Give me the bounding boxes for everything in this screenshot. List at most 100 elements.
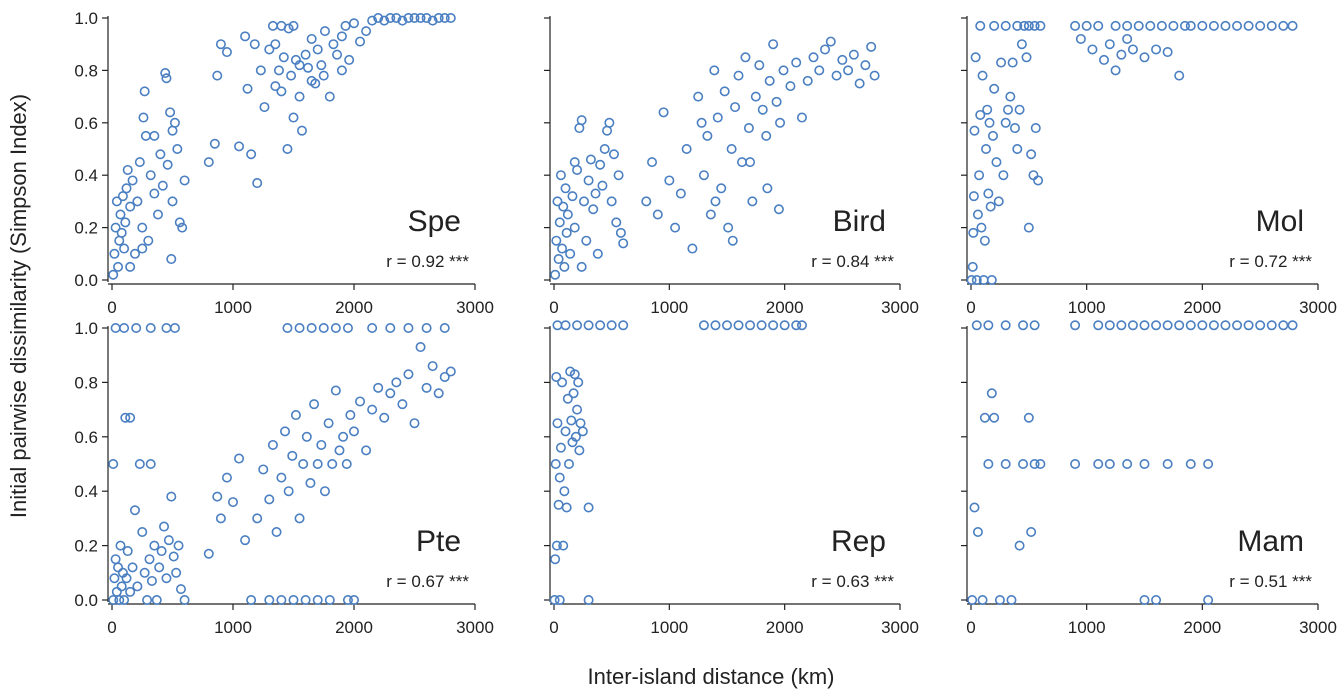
panel-3-point	[1185, 20, 1196, 31]
panel-1-point	[155, 149, 166, 160]
panel-2-point	[557, 243, 568, 254]
panel-1-point	[121, 183, 132, 194]
panel-2-point	[585, 154, 596, 165]
panel-5-point	[572, 320, 583, 331]
panel-5-point	[572, 404, 583, 415]
panel-2-point	[866, 41, 877, 52]
panel-4-point	[234, 453, 245, 464]
panel-6-point	[1208, 320, 1219, 331]
panel-4-point	[258, 464, 269, 475]
panel-4-point	[276, 472, 287, 483]
panel-3-point	[1087, 44, 1098, 55]
panel-3-point	[1009, 123, 1020, 134]
panel-4-point	[119, 322, 130, 333]
panel-4-point	[132, 581, 143, 592]
panel-3-point	[1026, 149, 1037, 160]
panel-3-point	[1005, 91, 1016, 102]
panel-2-point	[581, 235, 592, 246]
panel-3-point	[1220, 20, 1231, 31]
panel-4-point	[179, 594, 190, 605]
panel-2-point	[747, 196, 758, 207]
panel-4-point	[276, 594, 287, 605]
panel-6-point	[994, 594, 1005, 605]
panel-3-point	[1003, 104, 1014, 115]
panel-5-point	[555, 442, 566, 453]
panel-3-point	[1099, 54, 1110, 65]
panel-6-point	[1018, 458, 1029, 469]
panel-1-point	[138, 112, 149, 123]
panel-2-point	[696, 117, 707, 128]
panel-3-point	[983, 188, 994, 199]
panel-1-point	[145, 170, 156, 181]
panel-4-point	[137, 526, 148, 537]
panel-2-point	[698, 170, 709, 181]
panel-2-point	[848, 49, 859, 60]
panel-5-point	[577, 426, 588, 437]
panel-4-point	[175, 584, 186, 595]
panel-2-point	[615, 227, 626, 238]
panel-4-point	[287, 450, 298, 461]
panel-2-point	[733, 70, 744, 81]
panel-2-point	[599, 144, 610, 155]
panel-3-point	[1012, 144, 1023, 155]
panel-6-x-tick-label: 2000	[1183, 618, 1221, 637]
panel-2-point	[552, 196, 563, 207]
panel-6-x-tick-label: 1000	[1068, 618, 1106, 637]
panel-4-point	[169, 322, 180, 333]
panel-2-point	[588, 204, 599, 215]
panel-1-point	[252, 178, 263, 189]
panel-6-stat: r = 0.51 ***	[1229, 572, 1312, 591]
panel-3-point	[1110, 65, 1121, 76]
panel-3-point	[1243, 20, 1254, 31]
panel-1-point	[240, 31, 251, 42]
panel-1-stat: r = 0.92 ***	[386, 252, 469, 271]
panel-2-point	[768, 39, 779, 50]
panel-6-point	[969, 502, 980, 513]
panel-2-point	[562, 209, 573, 220]
panel-4-point	[334, 445, 345, 456]
panel-4-point	[114, 594, 125, 605]
panel-4-point	[110, 322, 121, 333]
panel-grid: 0.0 0.2 0.4 0.6 0.8 1.0 0 1000 2000 3000 Spe r = 0.…	[74, 9, 1337, 637]
panel-3-point	[1145, 20, 1156, 31]
panel-6-point	[983, 458, 994, 469]
panel-1-point	[361, 26, 372, 37]
panel-4-x-tick-label: 3000	[456, 618, 494, 637]
panel-3-point	[1162, 47, 1173, 58]
panel-1-point	[391, 13, 402, 23]
panel-3-point	[996, 57, 1007, 68]
panel-1-y-tick-label: 1.0	[74, 9, 98, 28]
panel-5-point	[595, 320, 606, 331]
panel-4-point	[312, 458, 323, 469]
panel-4-point	[280, 426, 291, 437]
panel-3-point	[986, 274, 997, 285]
panel-2-point	[743, 123, 754, 134]
panel-4-point	[149, 540, 160, 551]
panel-5-point	[570, 431, 581, 442]
panel-4-point	[361, 445, 372, 456]
panel-4-point	[129, 505, 140, 516]
panel-1-point	[421, 13, 432, 23]
panel-2-point	[693, 91, 704, 102]
panel-4-point	[159, 521, 170, 532]
panel-2-x-tick-label: 1000	[650, 298, 688, 317]
panel-6-point	[1151, 320, 1162, 331]
panel-6-point	[1278, 320, 1289, 331]
panel-1-point	[445, 13, 456, 23]
panel-2-point	[808, 52, 819, 63]
panel-1-point	[439, 13, 450, 23]
panel-4-point	[385, 322, 396, 333]
panel-3-point	[1127, 44, 1138, 55]
panel-4-y-tick-label: 1.0	[74, 319, 98, 338]
panel-2-point	[561, 227, 572, 238]
panel-5-point	[710, 320, 721, 331]
panel-3-point	[1070, 20, 1081, 31]
panel-2-point	[761, 130, 772, 141]
panel-1-point	[113, 261, 124, 272]
panel-5-point	[552, 418, 563, 429]
panel-4-point	[131, 322, 142, 333]
panel-3-point	[1016, 39, 1027, 50]
panel-6-point	[1035, 458, 1046, 469]
panel-6-point	[983, 320, 994, 331]
panel-3-point	[1019, 20, 1030, 31]
